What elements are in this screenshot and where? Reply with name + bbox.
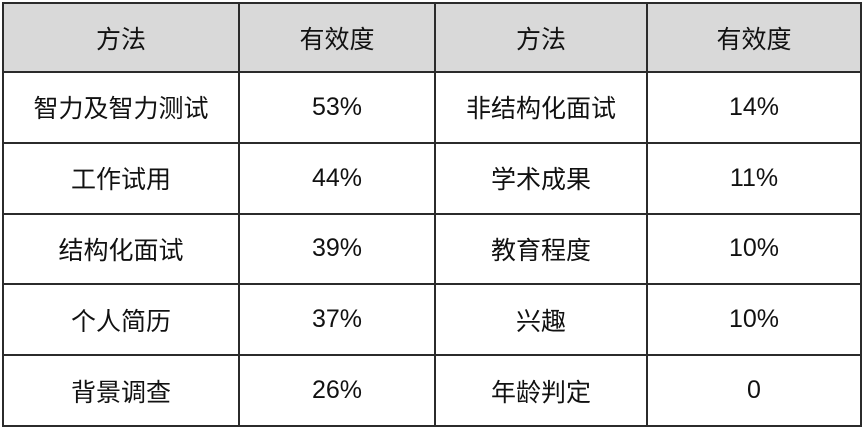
validity-left-cell: 37% — [238, 283, 436, 357]
validity-left-cell: 26% — [238, 354, 436, 427]
table-row: 背景调查 26% 年龄判定 0 — [2, 354, 862, 427]
table-body: 智力及智力测试 53% 非结构化面试 14% 工作试用 44% 学术成果 11%… — [2, 71, 862, 427]
validity-right-cell: 11% — [646, 141, 862, 215]
method-right-cell: 兴趣 — [434, 283, 648, 357]
validity-left-cell: 39% — [238, 212, 436, 286]
table-row: 结构化面试 39% 教育程度 10% — [2, 212, 862, 286]
validity-right-cell: 10% — [646, 212, 862, 286]
header-validity-left: 有效度 — [238, 2, 436, 73]
method-left-cell: 个人简历 — [2, 283, 240, 357]
validity-right-cell: 14% — [646, 71, 862, 144]
header-method-left: 方法 — [2, 2, 240, 73]
method-left-cell: 工作试用 — [2, 141, 240, 215]
method-right-cell: 非结构化面试 — [434, 71, 648, 144]
method-right-cell: 学术成果 — [434, 141, 648, 215]
table-header: 方法 有效度 方法 有效度 — [2, 2, 862, 73]
header-row: 方法 有效度 方法 有效度 — [2, 2, 862, 73]
method-left-cell: 背景调查 — [2, 354, 240, 427]
method-left-cell: 结构化面试 — [2, 212, 240, 286]
validity-left-cell: 53% — [238, 71, 436, 144]
header-validity-right: 有效度 — [646, 2, 862, 73]
validity-right-cell: 0 — [646, 354, 862, 427]
table-row: 工作试用 44% 学术成果 11% — [2, 141, 862, 215]
table-row: 智力及智力测试 53% 非结构化面试 14% — [2, 71, 862, 144]
header-method-right: 方法 — [434, 2, 648, 73]
method-right-cell: 教育程度 — [434, 212, 648, 286]
validity-left-cell: 44% — [238, 141, 436, 215]
table-row: 个人简历 37% 兴趣 10% — [2, 283, 862, 357]
method-right-cell: 年龄判定 — [434, 354, 648, 427]
validity-right-cell: 10% — [646, 283, 862, 357]
method-left-cell: 智力及智力测试 — [2, 71, 240, 144]
